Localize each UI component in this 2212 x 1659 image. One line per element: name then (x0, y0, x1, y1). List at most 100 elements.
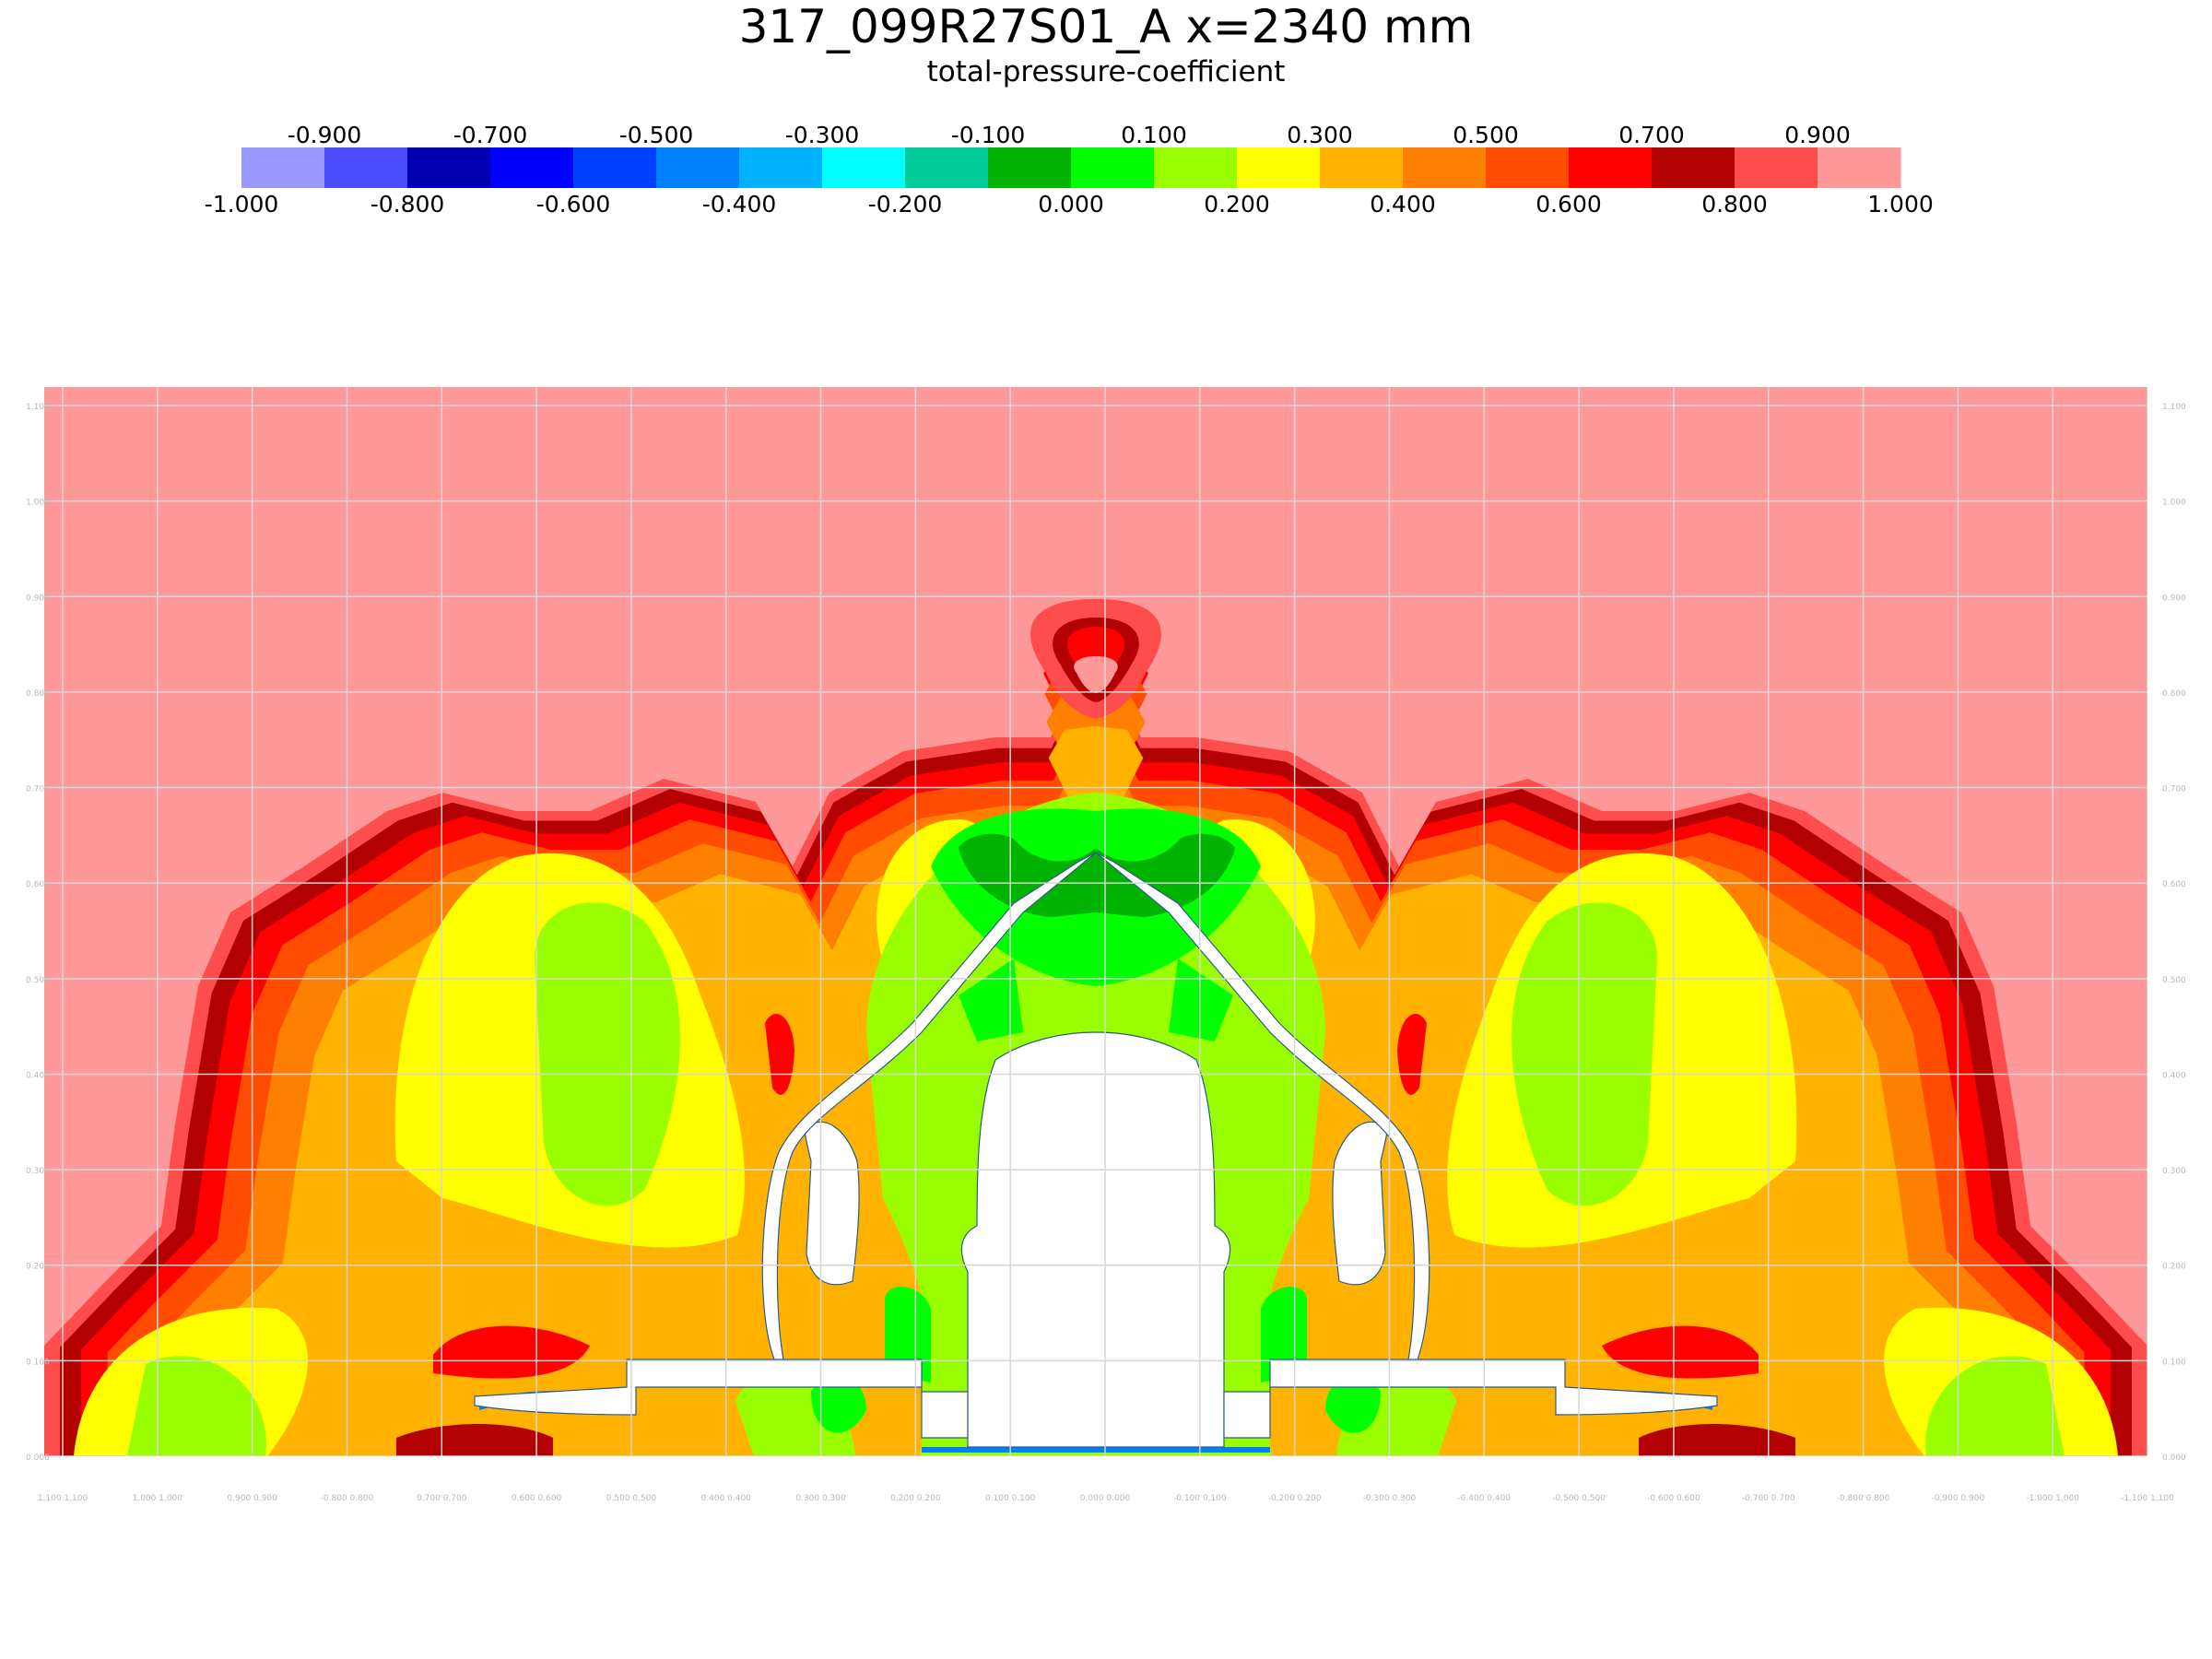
x-tick-label: -0.400 0.400 (1457, 1494, 1511, 1503)
x-tick-label: 0.000 0.000 (1080, 1494, 1131, 1503)
x-tick-label: -0.800 0.800 (321, 1494, 374, 1503)
colorbar-legend: -0.900 -0.700 -0.500 -0.300 -0.100 0.100 0.300… (205, 122, 1934, 218)
y-tick-label-right: 0.600 (2162, 880, 2186, 889)
x-tick-label: 0.500 0.500 (606, 1494, 657, 1503)
x-tick-label: 0.900 0.900 (227, 1494, 277, 1503)
x-tick-label: -0.100 0.100 (1173, 1494, 1227, 1503)
contour-band (1074, 656, 1118, 693)
colorbar-swatch (1569, 147, 1653, 188)
vehicle-body (1095, 852, 1430, 1360)
colorbar-swatch (1237, 147, 1321, 188)
plot-grid (44, 387, 2147, 1456)
colorbar-swatch (1071, 147, 1155, 188)
vehicle-body (474, 1359, 969, 1439)
colorbar-tick-label-top: -0.900 (288, 122, 362, 148)
y-tick-label-right: 1.000 (2162, 499, 2186, 508)
y-tick-label-left: 0.600 (26, 880, 50, 889)
colorbar-tick-label-top: 0.100 (1121, 122, 1187, 148)
vehicle-body (1223, 1359, 1718, 1439)
vehicle-body (761, 852, 1097, 1360)
colorbar-tick-label-bottom: -0.600 (536, 191, 611, 218)
colorbar-swatch (407, 147, 491, 188)
colorbar-swatch (1154, 147, 1238, 188)
x-tick-label: -0.500 0.500 (1552, 1494, 1606, 1503)
contour-band (1602, 1325, 1759, 1379)
colorbar-tick-label-top: -0.300 (785, 122, 860, 148)
y-tick-label-left: 0.000 (26, 1453, 50, 1463)
x-tick-label: -0.900 0.900 (1932, 1494, 1985, 1503)
vehicle-body (1332, 1120, 1389, 1286)
x-tick-label: 0.300 0.300 (795, 1494, 846, 1503)
y-tick-label-left: 0.400 (26, 1071, 50, 1080)
y-tick-label-left: 0.900 (26, 594, 50, 603)
colorbar-swatch (822, 147, 906, 188)
colorbar-tick-label-bottom: 1.000 (1867, 191, 1934, 218)
contour-band (433, 1325, 590, 1379)
colorbar-tick-label-top: 0.900 (1784, 122, 1851, 148)
x-tick-label: 0.600 0.600 (512, 1494, 562, 1503)
colorbar-swatch (1403, 147, 1487, 188)
y-tick-label-left: 0.200 (26, 1263, 50, 1272)
x-tick-label: 0.400 0.400 (701, 1494, 752, 1503)
y-tick-label-right: 0.400 (2162, 1071, 2186, 1080)
x-tick-label: -1.100 1.100 (2121, 1494, 2174, 1503)
colorbar-tick-label-top: -0.500 (619, 122, 694, 148)
colorbar-tick-label-top: 0.500 (1453, 122, 1519, 148)
colorbar-tick-label-top: -0.700 (453, 122, 528, 148)
colorbar-swatch (1486, 147, 1570, 188)
colorbar-tick-label-top: 0.700 (1618, 122, 1685, 148)
x-tick-label: -1.000 1.000 (2026, 1494, 2079, 1503)
y-tick-label-right: 0.800 (2162, 689, 2186, 699)
x-tick-label: 1.100 1.100 (38, 1494, 88, 1503)
chart-title: 317_099R27S01_A x=2340 mm (738, 0, 1474, 53)
y-tick-label-left: 0.700 (26, 785, 50, 794)
contour-band (811, 808, 1381, 1433)
y-tick-label-right: 0.700 (2162, 785, 2186, 794)
colorbar-swatch (988, 147, 1072, 188)
colorbar-tick-label-bottom: -1.000 (205, 191, 279, 218)
x-tick-label: -0.800 0.800 (1837, 1494, 1890, 1503)
y-tick-label-left: 1.100 (26, 403, 50, 412)
y-tick-label-left: 1.000 (26, 499, 50, 508)
contour-band (396, 1424, 553, 1456)
x-tick-label: -0.700 0.700 (1742, 1494, 1795, 1503)
y-tick-label-left: 0.800 (26, 689, 50, 699)
colorbar-swatch (739, 147, 823, 188)
colorbar-tick-label-bottom: 0.000 (1038, 191, 1104, 218)
y-tick-label-left: 0.300 (26, 1167, 50, 1176)
y-tick-label-right: 1.100 (2162, 403, 2186, 412)
colorbar-tick-label-bottom: -0.400 (702, 191, 777, 218)
colorbar-tick-label-bottom: -0.200 (868, 191, 943, 218)
colorbar-swatch (241, 147, 325, 188)
y-tick-label-left: 0.100 (26, 1358, 50, 1367)
y-tick-label-left: 0.500 (26, 976, 50, 985)
colorbar-swatch (573, 147, 657, 188)
x-tick-label: 1.000 1.000 (133, 1494, 183, 1503)
chart-subtitle: total-pressure-coefficient (926, 55, 1286, 88)
vehicle-body (803, 1120, 860, 1286)
y-tick-label-right: 0.100 (2162, 1358, 2186, 1367)
x-tick-label: -0.200 0.200 (1268, 1494, 1322, 1503)
colorbar-tick-label-bottom: 0.400 (1370, 191, 1436, 218)
y-tick-label-right: 0.300 (2162, 1167, 2186, 1176)
colorbar-swatch (490, 147, 574, 188)
y-tick-label-right: 0.200 (2162, 1263, 2186, 1272)
y-tick-label-right: 0.000 (2162, 1453, 2186, 1463)
colorbar-tick-label-top: 0.300 (1287, 122, 1353, 148)
y-tick-label-right: 0.900 (2162, 594, 2186, 603)
colorbar-swatch (656, 147, 740, 188)
colorbar-swatch (1818, 147, 1901, 188)
colorbar-tick-label-top: -0.100 (951, 122, 1026, 148)
x-tick-label: -0.300 0.300 (1363, 1494, 1417, 1503)
x-tick-label: 0.200 0.200 (890, 1494, 941, 1503)
colorbar-swatch (905, 147, 989, 188)
colorbar-swatch (1320, 147, 1404, 188)
vehicle-geometry (474, 852, 1718, 1448)
contour-band (1639, 1424, 1795, 1456)
colorbar-swatch (1652, 147, 1735, 188)
colorbar-tick-label-bottom: 0.600 (1535, 191, 1602, 218)
axis-ticks: 1.100 1.100 1.000 1.000 0.900 0.900 -0.800 … (26, 403, 2186, 1503)
x-tick-label: 0.700 0.700 (417, 1494, 467, 1503)
colorbar-tick-label-bottom: 0.200 (1204, 191, 1270, 218)
